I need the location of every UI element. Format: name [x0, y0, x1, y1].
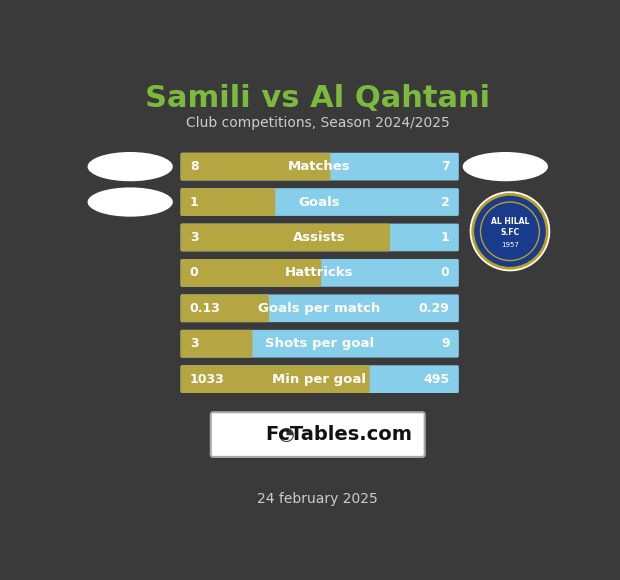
FancyBboxPatch shape — [180, 153, 459, 180]
Text: 0.13: 0.13 — [190, 302, 221, 315]
FancyBboxPatch shape — [180, 330, 459, 358]
Text: 1957: 1957 — [501, 242, 519, 248]
Text: 3: 3 — [190, 231, 198, 244]
FancyBboxPatch shape — [180, 259, 321, 287]
Text: 7: 7 — [441, 160, 450, 173]
Ellipse shape — [463, 152, 548, 181]
Text: 1: 1 — [190, 195, 198, 209]
Text: 495: 495 — [423, 372, 450, 386]
FancyBboxPatch shape — [180, 330, 252, 358]
Text: FcTables.com: FcTables.com — [265, 425, 412, 444]
FancyBboxPatch shape — [180, 224, 459, 251]
FancyBboxPatch shape — [180, 259, 459, 287]
Text: Shots per goal: Shots per goal — [265, 337, 374, 350]
Text: Goals per match: Goals per match — [258, 302, 381, 315]
Ellipse shape — [87, 187, 173, 217]
FancyBboxPatch shape — [180, 188, 459, 216]
Text: Hattricks: Hattricks — [285, 266, 353, 280]
Circle shape — [472, 194, 547, 269]
Text: Samili vs Al Qahtani: Samili vs Al Qahtani — [145, 84, 490, 113]
FancyBboxPatch shape — [180, 365, 370, 393]
Text: 24 february 2025: 24 february 2025 — [257, 492, 378, 506]
Text: 3: 3 — [190, 337, 198, 350]
FancyBboxPatch shape — [180, 365, 459, 393]
Text: 1033: 1033 — [190, 372, 224, 386]
Text: 0: 0 — [190, 266, 198, 280]
Circle shape — [470, 191, 551, 271]
Text: 0: 0 — [441, 266, 450, 280]
FancyBboxPatch shape — [180, 224, 390, 251]
Text: ◔: ◔ — [278, 425, 295, 444]
Text: 9: 9 — [441, 337, 450, 350]
FancyBboxPatch shape — [180, 295, 459, 322]
Text: AL HILAL
S.FC: AL HILAL S.FC — [491, 217, 529, 237]
FancyBboxPatch shape — [180, 295, 269, 322]
Text: Min per goal: Min per goal — [272, 372, 366, 386]
Text: 1: 1 — [441, 231, 450, 244]
Text: Club competitions, Season 2024/2025: Club competitions, Season 2024/2025 — [186, 117, 450, 130]
FancyBboxPatch shape — [211, 412, 425, 457]
Text: Assists: Assists — [293, 231, 345, 244]
Text: Matches: Matches — [288, 160, 351, 173]
Text: 0.29: 0.29 — [418, 302, 449, 315]
FancyBboxPatch shape — [180, 153, 330, 180]
Text: 2: 2 — [441, 195, 450, 209]
Ellipse shape — [87, 152, 173, 181]
Text: Goals: Goals — [298, 195, 340, 209]
FancyBboxPatch shape — [180, 188, 275, 216]
Text: 8: 8 — [190, 160, 198, 173]
